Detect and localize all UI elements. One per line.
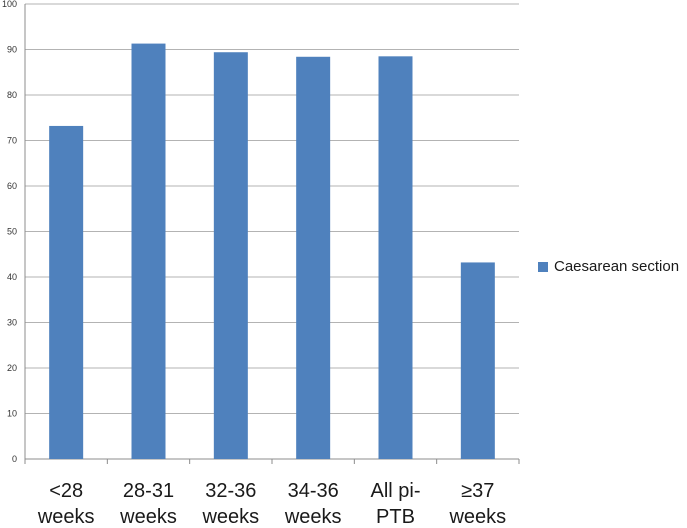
legend: Caesarean section bbox=[538, 258, 679, 275]
x-tick-label: 34-36 weeks bbox=[284, 480, 342, 528]
x-tick-label: All pi-PTB bbox=[370, 480, 420, 528]
y-tick-label: 20 bbox=[7, 363, 17, 373]
x-tick-label: ≥37 weeks bbox=[448, 480, 506, 528]
x-tick-label: 28-31 weeks bbox=[119, 480, 177, 528]
y-tick-label: 0 bbox=[12, 454, 17, 464]
y-tick-label: 90 bbox=[7, 45, 17, 55]
bar bbox=[49, 125, 84, 459]
y-tick-label: 80 bbox=[7, 90, 17, 100]
x-tick-label: 32-36 weeks bbox=[201, 480, 259, 528]
legend-label: Caesarean section bbox=[554, 258, 680, 275]
y-tick-label: 50 bbox=[7, 227, 17, 237]
bar bbox=[460, 262, 495, 459]
y-tick-label: 30 bbox=[7, 318, 17, 328]
bar bbox=[296, 56, 331, 459]
y-tick-label: 70 bbox=[7, 136, 17, 146]
y-tick-label: 10 bbox=[7, 409, 17, 419]
y-tick-label: 100 bbox=[2, 0, 17, 9]
y-tick-label: 60 bbox=[7, 181, 17, 191]
y-tick-label: 40 bbox=[7, 272, 17, 282]
legend-swatch bbox=[538, 261, 548, 272]
bar bbox=[378, 56, 413, 459]
x-tick-label: <28 weeks bbox=[37, 480, 95, 528]
bar bbox=[213, 52, 248, 459]
bar bbox=[131, 43, 166, 460]
